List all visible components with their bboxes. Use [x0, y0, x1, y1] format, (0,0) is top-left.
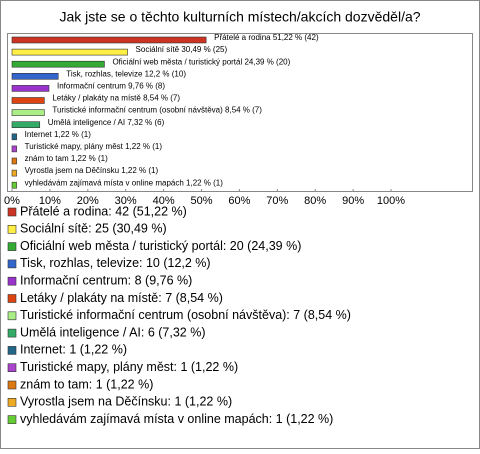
x-tick-label: 100%	[377, 195, 405, 207]
legend-label: Letáky / plakáty na místě: 7 (8,54 %)	[20, 291, 223, 305]
legend-swatch	[7, 415, 17, 424]
legend-swatch	[7, 397, 17, 407]
x-tick-label: 90%	[342, 195, 364, 207]
value-label: vyhledávám zajímavá místa v online mapác…	[25, 178, 224, 187]
legend-label: Přátelé a rodina: 42 (51,22 %)	[20, 204, 187, 218]
x-tick-label: 20%	[77, 195, 99, 207]
x-tick-label: 10%	[39, 195, 61, 207]
legend-swatch	[7, 259, 17, 269]
value-label: Přátelé a rodina 51,22 % (42)	[214, 33, 319, 42]
legend-swatch	[7, 294, 17, 303]
bar	[11, 145, 17, 153]
value-label: Tisk, rozhlas, televize 12,2 % (10)	[66, 69, 186, 78]
value-label: Oficiální web města / turistický portál …	[112, 57, 290, 66]
legend-label: znám to tam: 1 (1,22 %)	[20, 377, 153, 391]
value-label: Internet 1,22 % (1)	[25, 130, 92, 139]
legend-swatch	[7, 380, 17, 390]
value-label: Informační centrum 9,76 % (8)	[57, 82, 165, 91]
value-label: Letáky / plakáty na místě 8,54 % (7)	[52, 94, 180, 103]
legend-label: Oficiální web města / turistický portál:…	[20, 239, 301, 253]
bar	[11, 73, 59, 80]
chart-title: Jak jste se o těchto kulturních místech/…	[59, 9, 420, 25]
legend-label: Informační centrum: 8 (9,76 %)	[20, 273, 192, 287]
value-label: Vyrostla jsem na Děčínsku 1,22 % (1)	[25, 166, 159, 175]
bar	[11, 36, 207, 44]
legend-swatch	[7, 207, 17, 217]
x-tick-label: 0%	[4, 195, 20, 207]
legend-label: vyhledávám zajímavá místa v online mapác…	[20, 412, 333, 426]
value-label: Umělá inteligence / AI 7,32 % (6)	[48, 118, 165, 127]
value-label: Sociální sítě 30,49 % (25)	[136, 45, 228, 54]
bar	[11, 60, 105, 68]
legend-label: Internet: 1 (1,22 %)	[20, 343, 127, 357]
legend-swatch	[7, 311, 17, 321]
legend-swatch	[7, 346, 17, 355]
bar	[11, 157, 17, 165]
bar	[11, 181, 17, 189]
x-tick-label: 50%	[190, 195, 212, 207]
legend-swatch	[7, 328, 17, 338]
bar	[11, 169, 17, 177]
bar	[11, 48, 128, 56]
plot-box	[7, 33, 473, 192]
x-tick-label: 40%	[153, 195, 175, 207]
bar	[11, 109, 45, 116]
legend-label: Vyrostla jsem na Děčínsku: 1 (1,22 %)	[20, 395, 232, 409]
legend-swatch	[7, 276, 17, 286]
x-tick-label: 30%	[115, 195, 137, 207]
legend-label: Turistické informační centrum (osobní ná…	[20, 308, 351, 322]
legend-swatch	[7, 242, 17, 251]
legend-swatch	[7, 363, 17, 373]
bar	[11, 133, 17, 141]
legend-label: Sociální sítě: 25 (30,49 %)	[20, 222, 167, 236]
value-label: Turistické informační centrum (osobní ná…	[52, 106, 262, 115]
bar	[11, 121, 41, 128]
x-tick-label: 70%	[266, 195, 288, 207]
legend-label: Turistické mapy, plány měst: 1 (1,22 %)	[20, 360, 238, 374]
x-tick-label: 60%	[228, 195, 250, 207]
value-label: znám to tam 1,22 % (1)	[25, 154, 108, 163]
bar	[11, 85, 50, 92]
bar	[11, 97, 45, 104]
legend-label: Umělá inteligence / AI: 6 (7,32 %)	[20, 325, 206, 339]
x-tick-label: 80%	[304, 195, 326, 207]
value-label: Turistické mapy, plány měst 1,22 % (1)	[25, 142, 163, 151]
legend-label: Tisk, rozhlas, televize: 10 (12,2 %)	[20, 256, 211, 270]
legend-swatch	[7, 225, 17, 234]
